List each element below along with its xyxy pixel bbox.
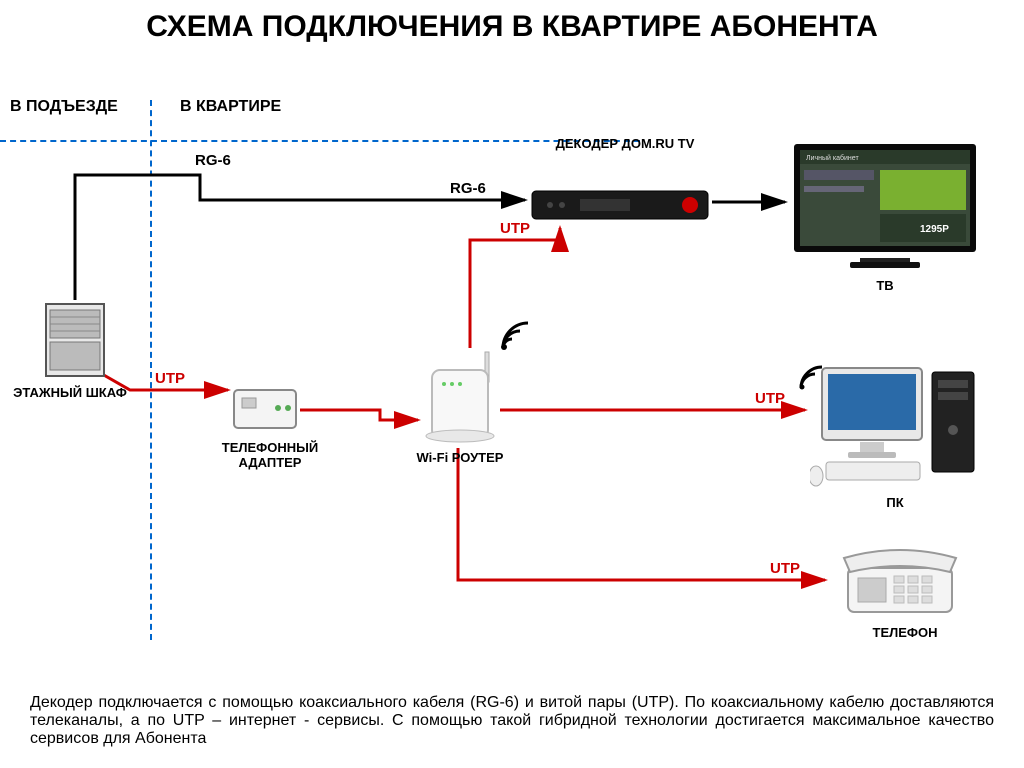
node-phone [830, 540, 970, 620]
caption-phone: ТЕЛЕФОН [855, 625, 955, 640]
caption-cabinet: ЭТАЖНЫЙ ШКАФ [10, 385, 130, 400]
caption-decoder: ДЕКОДЕР ДОМ.RU TV [555, 136, 695, 151]
cable-label-utp-3: UTP [755, 390, 785, 407]
cable-label-utp-4: UTP [770, 560, 800, 577]
svg-text:1295Р: 1295Р [920, 224, 949, 235]
diagram-canvas: В ПОДЪЕЗДЕ В КВАРТИРЕ [0, 80, 1024, 640]
caption-pc: ПК [870, 495, 920, 510]
caption-tv: ТВ [860, 278, 910, 293]
node-phone-adapter [230, 380, 300, 435]
node-router [420, 350, 500, 445]
node-tv: Личный кабинет 1295Р [790, 140, 980, 270]
cable-label-rg6-2: RG-6 [450, 180, 486, 197]
node-cabinet [40, 300, 110, 380]
caption-phone-adapter: ТЕЛЕФОННЫЙ АДАПТЕР [200, 440, 340, 470]
cable-label-utp-1: UTP [155, 370, 185, 387]
svg-text:Личный кабинет: Личный кабинет [806, 154, 859, 162]
cable-label-utp-2: UTP [500, 220, 530, 237]
footer-text: Декодер подключается с помощью коаксиаль… [30, 694, 994, 748]
wifi-icon-router [498, 318, 538, 358]
node-pc [810, 360, 980, 490]
caption-router: Wi-Fi РОУТЕР [405, 450, 515, 465]
node-decoder [530, 185, 710, 225]
page-title: СХЕМА ПОДКЛЮЧЕНИЯ В КВАРТИРЕ АБОНЕНТА [0, 10, 1024, 44]
cable-label-rg6-1: RG-6 [195, 152, 231, 169]
